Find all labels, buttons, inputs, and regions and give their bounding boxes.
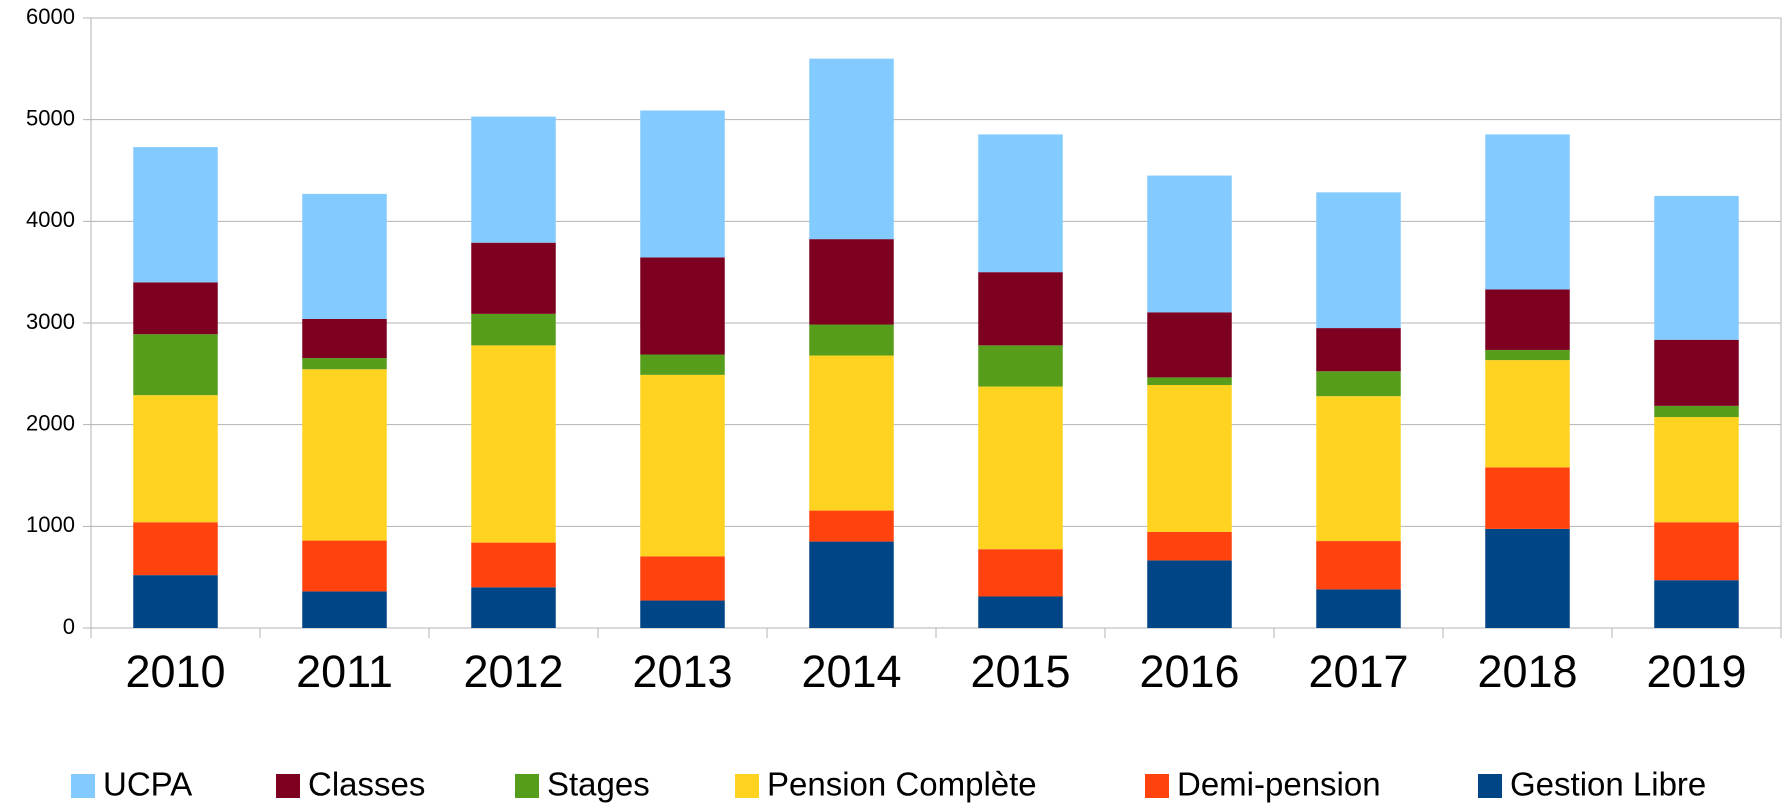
bar-segment <box>1316 192 1401 329</box>
bar-segment <box>809 58 894 240</box>
bar-segment <box>302 358 387 370</box>
bar-segment <box>471 345 556 543</box>
bar-segment <box>302 193 387 319</box>
bar-segment <box>133 395 218 523</box>
legend-label: Pension Complète <box>767 766 1037 803</box>
y-tick-label: 3000 <box>26 309 75 334</box>
x-tick-label: 2010 <box>125 646 225 697</box>
bar-segment <box>640 354 725 375</box>
bar-segment <box>1485 134 1570 290</box>
x-tick-label: 2015 <box>970 646 1070 697</box>
bar-segment <box>809 355 894 511</box>
bar-segment <box>1316 328 1401 372</box>
bar-segment <box>809 324 894 356</box>
y-tick-label: 4000 <box>26 207 75 232</box>
bar-segment <box>302 591 387 628</box>
bar-segment <box>978 386 1063 550</box>
x-tick-label: 2014 <box>801 646 901 697</box>
legend-swatch <box>1145 774 1169 798</box>
bar-segment <box>1147 560 1232 628</box>
bar-segment <box>471 542 556 588</box>
bar-segment <box>1485 289 1570 350</box>
bar-segment <box>978 134 1063 273</box>
bar-segment <box>1316 396 1401 542</box>
legend-swatch <box>1478 774 1502 798</box>
bar-segment <box>978 549 1063 597</box>
bar-segment <box>1316 541 1401 590</box>
bar-segment <box>471 116 556 243</box>
bar-segment <box>1485 467 1570 529</box>
bar-segment <box>1316 589 1401 628</box>
bar-segment <box>1316 371 1401 397</box>
bar-segment <box>302 540 387 592</box>
bar-segment <box>133 282 218 335</box>
bar-segment <box>1654 339 1739 406</box>
bar-segment <box>978 345 1063 387</box>
bar-segment <box>1485 360 1570 468</box>
legend-label: Gestion Libre <box>1510 766 1706 803</box>
bar-segment <box>978 272 1063 346</box>
bar-segment <box>809 541 894 628</box>
x-tick-label: 2013 <box>632 646 732 697</box>
bar-segment <box>1654 417 1739 523</box>
bar-segment <box>640 600 725 628</box>
x-tick-label: 2011 <box>296 646 393 697</box>
bar-segment <box>1147 312 1232 378</box>
legend-swatch <box>735 774 759 798</box>
bar-segment <box>1654 580 1739 628</box>
legend-label: Classes <box>308 766 425 803</box>
legend-label: UCPA <box>103 766 192 803</box>
y-tick-label: 0 <box>63 614 75 639</box>
bar-segment <box>471 587 556 628</box>
bar-segment <box>809 239 894 325</box>
x-tick-label: 2016 <box>1139 646 1239 697</box>
bar-segment <box>1654 522 1739 581</box>
bar-segment <box>1654 405 1739 418</box>
y-tick-label: 1000 <box>26 512 75 537</box>
x-tick-label: 2017 <box>1308 646 1408 697</box>
x-tick-label: 2019 <box>1646 646 1746 697</box>
bar-segment <box>471 242 556 314</box>
bar-segment <box>640 556 725 601</box>
bar-segment <box>1147 175 1232 313</box>
bar-segment <box>640 257 725 355</box>
bar-segment <box>978 596 1063 628</box>
bar-segment <box>640 110 725 258</box>
legend-swatch <box>515 774 539 798</box>
bar-segment <box>471 313 556 346</box>
bar-segment <box>1485 349 1570 361</box>
y-tick-label: 6000 <box>26 4 75 29</box>
bar-segment <box>133 522 218 576</box>
legend-swatch <box>71 774 95 798</box>
bar-segment <box>1147 385 1232 532</box>
bar-segment <box>1147 531 1232 561</box>
legend-label: Demi-pension <box>1177 766 1381 803</box>
y-tick-label: 5000 <box>26 105 75 130</box>
bar-segment <box>1485 528 1570 628</box>
x-tick-label: 2018 <box>1477 646 1577 697</box>
bar-segment <box>133 334 218 396</box>
bar-segment <box>302 318 387 359</box>
bar-segment <box>809 510 894 542</box>
y-tick-label: 2000 <box>26 410 75 435</box>
bar-segment <box>1654 195 1739 340</box>
bar-segment <box>1147 377 1232 386</box>
bar-segment <box>302 369 387 541</box>
x-tick-label: 2012 <box>463 646 563 697</box>
bar-segment <box>640 374 725 557</box>
bar-segment <box>133 147 218 283</box>
legend-label: Stages <box>547 766 650 803</box>
legend-swatch <box>276 774 300 798</box>
bar-segment <box>133 575 218 628</box>
